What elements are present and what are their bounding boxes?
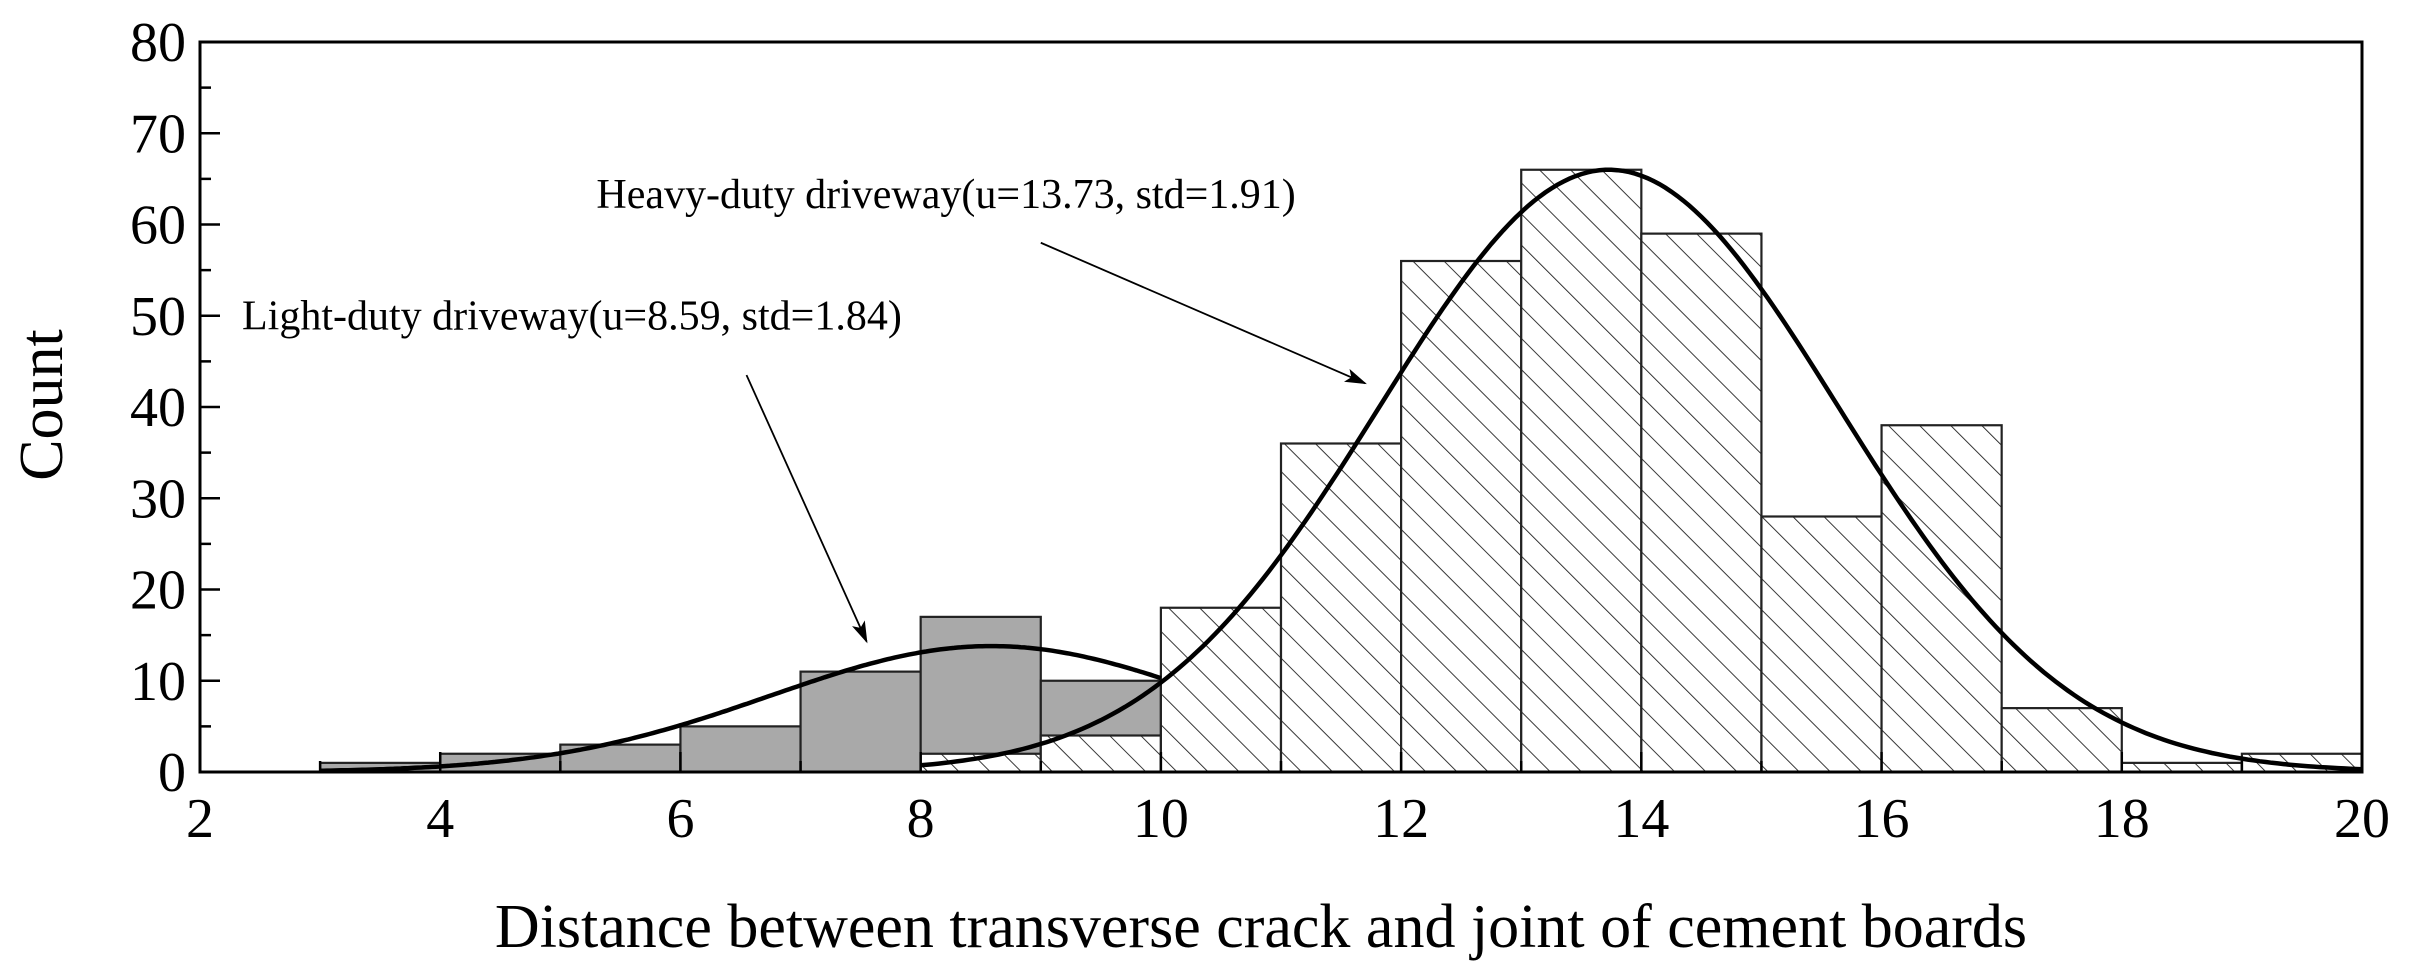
heavy-duty-bar [1760, 515, 1883, 774]
y-tick-label: 60 [130, 195, 186, 257]
heavy-duty-bar [1520, 168, 1643, 774]
y-axis-title: Count [8, 329, 76, 481]
heavy-duty-bar [1880, 424, 2003, 774]
x-tick-label: 16 [1854, 788, 1910, 850]
annotation-label: Heavy-duty driveway(u=13.73, std=1.91) [596, 172, 1295, 218]
x-tick-label: 14 [1613, 788, 1669, 850]
x-tick-label: 4 [426, 788, 454, 850]
y-tick-label: 40 [130, 377, 186, 439]
light-duty-fit-curve [320, 643, 1162, 774]
heavy-duty-bar [1400, 259, 1523, 774]
x-tick-label: 8 [907, 788, 935, 850]
heavy-duty-bars [919, 168, 2364, 774]
y-tick-label: 20 [130, 560, 186, 622]
heavy-duty-bar [1279, 442, 1403, 774]
x-tick-label: 12 [1373, 788, 1429, 850]
x-tick-label: 18 [2094, 788, 2150, 850]
y-tick-label: 50 [130, 286, 186, 348]
axis-ticks: 2 4 6 8 10 12 14 16 18 20 0 10 20 30 40 50 60 70 80 [130, 12, 2390, 850]
x-tick-label: 2 [186, 788, 214, 850]
heavy-duty-fit-curve [920, 167, 2363, 772]
annotation-arrow [1040, 241, 1367, 385]
annotation-arrow [745, 374, 868, 644]
y-tick-label: 0 [158, 742, 186, 804]
heavy-duty-bar [1039, 734, 1162, 774]
x-tick-label: 20 [2334, 788, 2390, 850]
light-duty-bars [319, 615, 1162, 774]
y-tick-label: 80 [130, 12, 186, 74]
y-tick-label: 30 [130, 468, 186, 530]
light-duty-bar [799, 670, 922, 774]
heavy-duty-bar [2000, 707, 2123, 774]
heavy-duty-bar [1640, 232, 1763, 774]
x-axis-title: Distance between transverse crack and jo… [495, 893, 2027, 961]
heavy-duty-bar [1159, 606, 1283, 774]
y-tick-label: 70 [130, 103, 186, 165]
light-duty-bar [679, 725, 802, 774]
fit-curves [320, 167, 2363, 774]
x-tick-label: 10 [1133, 788, 1189, 850]
x-tick-label: 6 [666, 788, 694, 850]
annotations: Light-duty driveway(u=8.59, std=1.84) Hea… [242, 172, 1367, 644]
annotation-label: Light-duty driveway(u=8.59, std=1.84) [242, 293, 902, 339]
y-tick-label: 10 [130, 651, 186, 713]
